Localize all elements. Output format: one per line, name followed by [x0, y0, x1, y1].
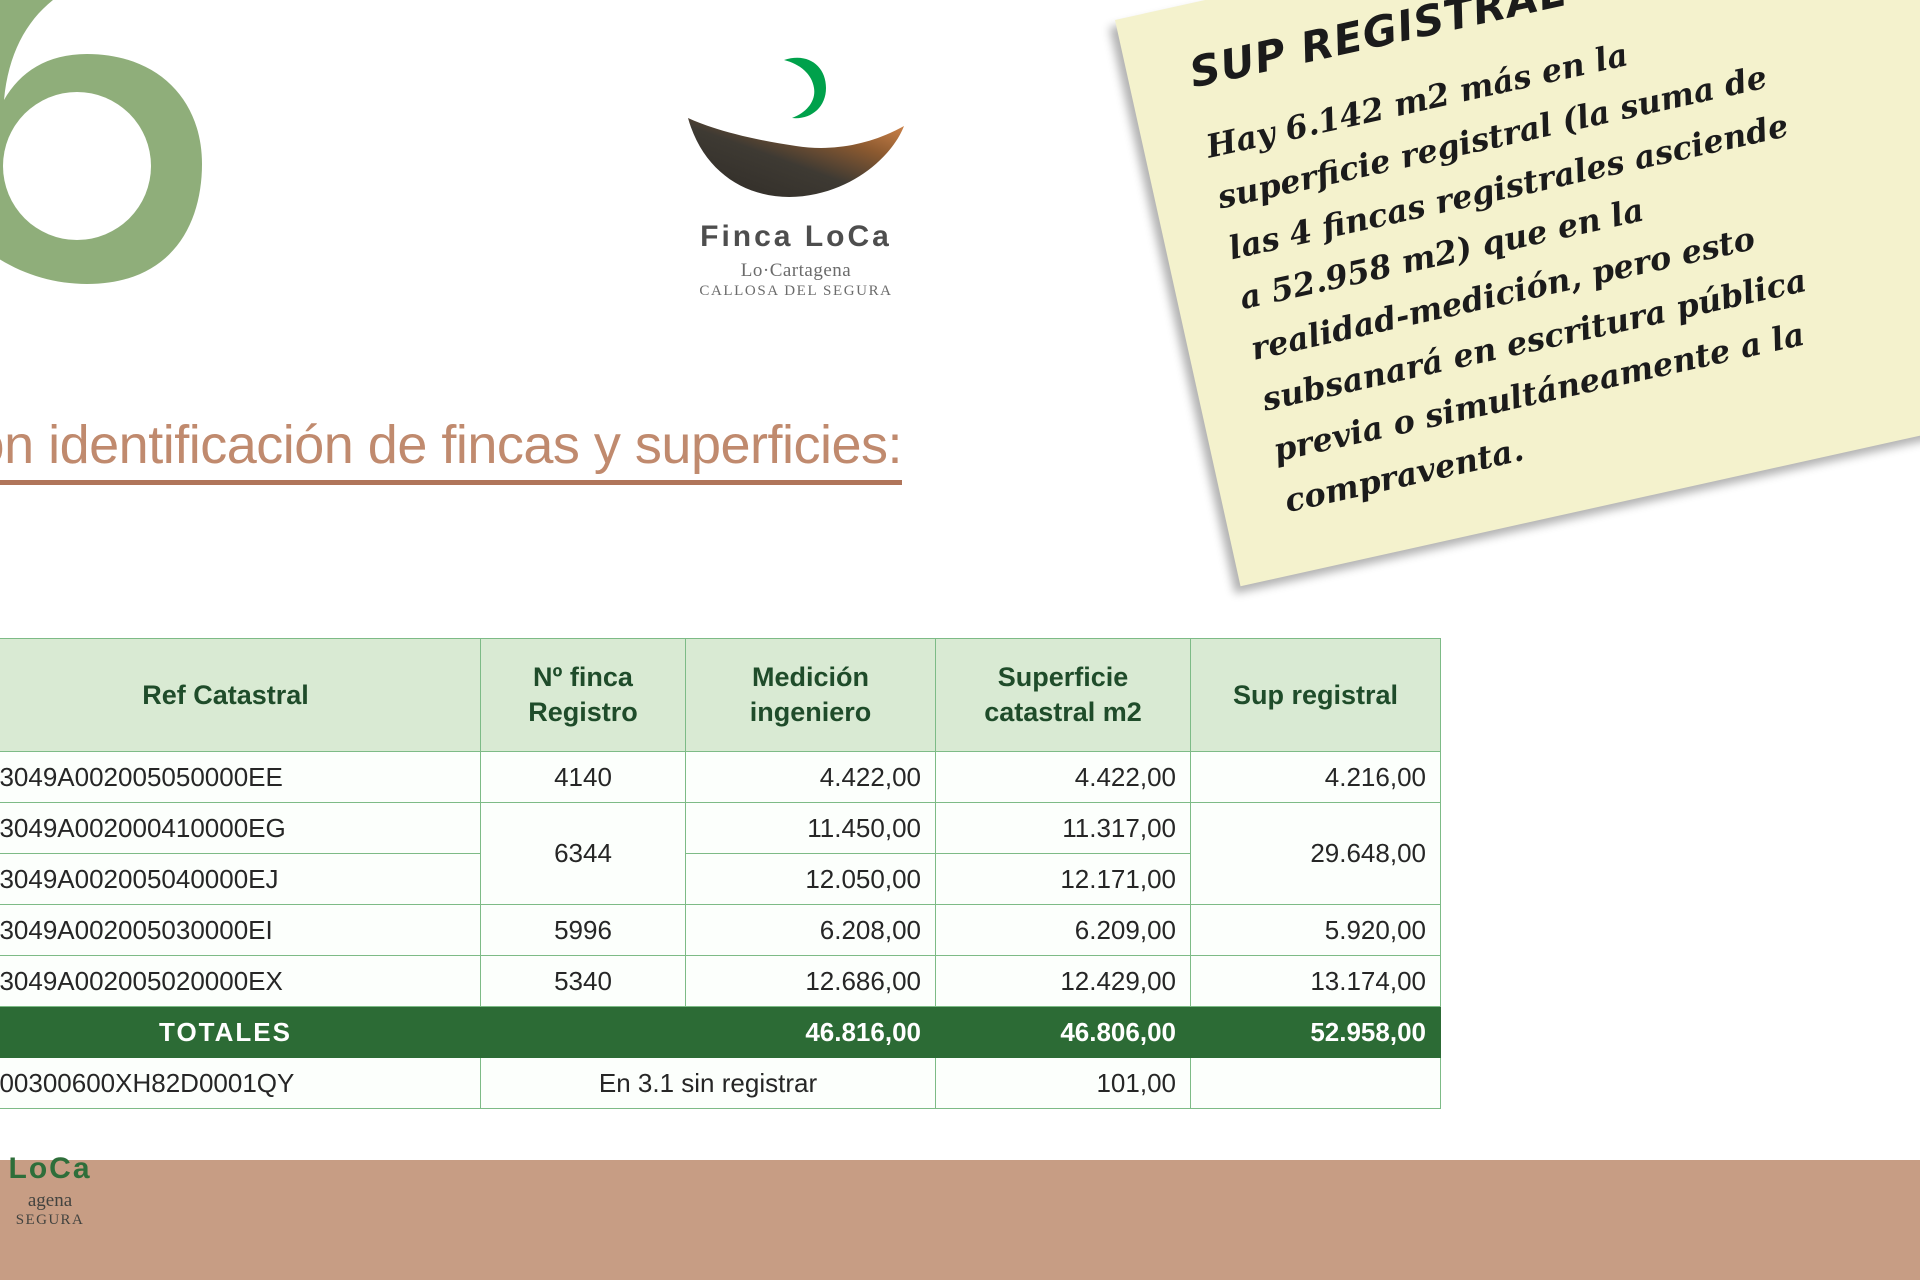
- table-row: 03049A002005050000EE 4140 4.422,00 4.422…: [0, 751, 1441, 803]
- section-heading-text: a con identificación de fincas y superfi…: [0, 414, 903, 485]
- fincas-table: Ref Catastral Nº finca Registro Medición…: [0, 638, 1441, 1109]
- section-heading: a con identificación de fincas y superfi…: [0, 414, 1154, 485]
- brand-subtitle-2: CALLOSA DEL SEGURA: [699, 283, 893, 299]
- cell-num-finca: 5996: [480, 904, 686, 956]
- footer-band: [0, 1160, 1920, 1280]
- cell-medicion: 12.686,00: [685, 955, 936, 1007]
- cell-ref-catastral: 03049A002005040000EJ: [0, 853, 481, 905]
- cell-medicion: 4.422,00: [685, 751, 936, 803]
- cell-ref-catastral: 03049A002005020000EX: [0, 955, 481, 1007]
- cell-num-finca: 5340: [480, 955, 686, 1007]
- cell-totals-registral: 52.958,00: [1190, 1006, 1441, 1058]
- sticky-note: SUP REGISTRAL Hay 6.142 m2 más en la sup…: [1115, 0, 1920, 587]
- header-line: Superficie: [997, 662, 1129, 693]
- table-totals-row: TOTALES 46.816,00 46.806,00 52.958,00: [0, 1006, 1441, 1058]
- table-header: Ref Catastral Nº finca Registro Medición…: [0, 638, 1441, 752]
- cell-registral: 13.174,00: [1190, 955, 1441, 1007]
- header-line: Sup registral: [1232, 679, 1399, 710]
- cell-num-finca: 4140: [480, 751, 686, 803]
- cell-ref-catastral: 03049A002005030000EI: [0, 904, 481, 956]
- column-header-ref-catastral: Ref Catastral: [0, 638, 481, 752]
- cell-medicion: 11.450,00: [685, 802, 936, 854]
- footer-brand-sub2: SEGURA: [15, 1212, 85, 1228]
- cell-totals-medicion: 46.816,00: [685, 1006, 936, 1058]
- cell-catastral: 12.171,00: [935, 853, 1191, 905]
- cell-catastral: 4.422,00: [935, 751, 1191, 803]
- cell-ref-catastral: 03049A002000410000EG: [0, 802, 481, 854]
- column-header-superficie-catastral: Superficie catastral m2: [935, 638, 1191, 752]
- table-row: 03049A002000410000EG 6344 11.450,00 11.3…: [0, 802, 1441, 905]
- cell-registral: 29.648,00: [1190, 802, 1441, 905]
- header-line: Medición: [751, 662, 869, 693]
- cell-catastral: 11.317,00: [935, 802, 1191, 854]
- cell-sin-registrar-note: En 3.1 sin registrar: [480, 1057, 936, 1109]
- header-line: catastral m2: [984, 697, 1142, 727]
- footer-logo: LoCa agena SEGURA: [0, 1152, 160, 1229]
- cell-registral-extra: [1190, 1057, 1441, 1109]
- cell-totals-finca: [480, 1006, 686, 1058]
- table-row: 03049A002005020000EX 5340 12.686,00 12.4…: [0, 955, 1441, 1007]
- table-body: 03049A002005050000EE 4140 4.422,00 4.422…: [0, 751, 1441, 1109]
- cell-medicion: 6.208,00: [685, 904, 936, 956]
- column-header-medicion-ingeniero: Medición ingeniero: [685, 638, 936, 752]
- cell-totals-label: TOTALES: [0, 1006, 481, 1058]
- table-row-extra: 000300600XH82D0001QY En 3.1 sin registra…: [0, 1057, 1441, 1109]
- decorative-green-shape: [0, 0, 202, 284]
- cell-num-finca: 6344: [480, 802, 686, 905]
- cell-catastral: 6.209,00: [935, 904, 1191, 956]
- brand-name: Finca LoCa: [700, 220, 892, 253]
- brand-subtitle-1: Lo·Cartagena: [740, 260, 852, 281]
- cell-registral: 4.216,00: [1190, 751, 1441, 803]
- cell-catastral: 12.429,00: [935, 955, 1191, 1007]
- header-line: Ref Catastral: [142, 679, 309, 710]
- brand-logo-mark: [666, 56, 926, 206]
- header-line: Registro: [528, 697, 638, 727]
- cell-totals-catastral: 46.806,00: [935, 1006, 1191, 1058]
- cell-medicion: 12.050,00: [685, 853, 936, 905]
- fincas-table-wrapper: Ref Catastral Nº finca Registro Medición…: [0, 638, 1441, 1109]
- header-line: Nº finca: [533, 662, 633, 693]
- header-line: ingeniero: [749, 697, 872, 727]
- cell-catastral-extra: 101,00: [935, 1057, 1191, 1109]
- table-row: 03049A002005040000EJ 12.050,00 12.171,00: [0, 853, 1441, 905]
- cell-ref-catastral-extra: 000300600XH82D0001QY: [0, 1057, 481, 1109]
- footer-brand-name: LoCa: [8, 1152, 92, 1185]
- column-header-num-finca-registro: Nº finca Registro: [480, 638, 686, 752]
- footer-brand-sub1: agena: [27, 1190, 73, 1211]
- table-row: 03049A002005030000EI 5996 6.208,00 6.209…: [0, 904, 1441, 956]
- column-header-sup-registral: Sup registral: [1190, 638, 1441, 752]
- cell-ref-catastral: 03049A002005050000EE: [0, 751, 481, 803]
- table-header-row: Ref Catastral Nº finca Registro Medición…: [0, 638, 1441, 752]
- sticky-note-body: Hay 6.142 m2 más en la superficie regist…: [1201, 0, 1920, 528]
- cell-registral: 5.920,00: [1190, 904, 1441, 956]
- brand-logo: Finca LoCa Lo·Cartagena CALLOSA DEL SEGU…: [636, 56, 956, 316]
